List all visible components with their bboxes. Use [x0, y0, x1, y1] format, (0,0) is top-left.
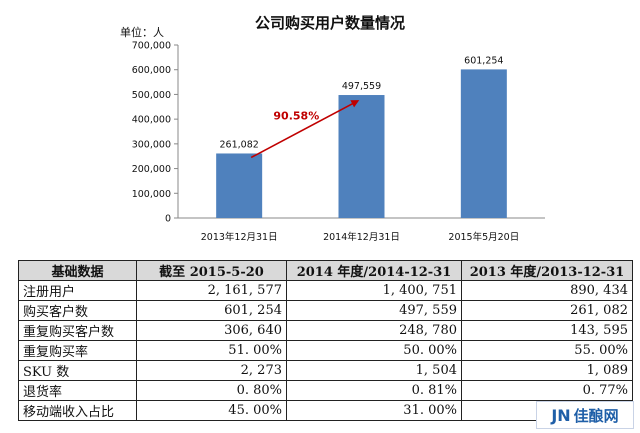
bar — [460, 69, 507, 219]
header-cell: 基础数据 — [18, 260, 137, 281]
value-cell: 31. 00% — [286, 400, 462, 421]
value-cell: 306, 640 — [136, 320, 287, 341]
value-cell: 55. 00% — [461, 340, 633, 361]
value-cell: 45. 00% — [136, 400, 287, 421]
bar — [338, 95, 385, 218]
value-cell: 0. 80% — [136, 380, 287, 401]
bar-value-label: 261,082 — [220, 139, 259, 150]
x-tick-label: 2014年12月31日 — [323, 231, 400, 243]
value-cell: 890, 434 — [461, 280, 633, 301]
header-cell: 2014 年度/2014-12-31 — [286, 260, 462, 281]
value-cell: 261, 082 — [461, 300, 633, 321]
y-tick-label: 0 — [165, 214, 171, 225]
bar-value-label: 497,559 — [342, 81, 381, 92]
y-tick-label: 500,000 — [132, 90, 171, 101]
chart-axes: 0 100,000 200,000 300,000 400,000 500,000 600,… — [132, 41, 545, 243]
y-tick-label: 100,000 — [132, 189, 171, 200]
header-cell: 截至 2015-5-20 — [136, 260, 287, 281]
value-cell: 143, 595 — [461, 320, 633, 341]
y-tick-label: 300,000 — [132, 139, 171, 150]
value-cell: 497, 559 — [286, 300, 462, 321]
value-cell: 51. 00% — [136, 340, 287, 361]
table-row: 重复购买客户数 306, 640 248, 780 143, 595 — [18, 320, 633, 341]
growth-percentage-label: 90.58% — [273, 109, 319, 122]
value-cell: 0. 81% — [286, 380, 462, 401]
x-tick-label: 2013年12月31日 — [201, 231, 278, 243]
unit-label: 单位：人 — [120, 25, 164, 39]
table-row: 重复购买率 51. 00% 50. 00% 55. 00% — [18, 340, 633, 361]
y-tick-label: 200,000 — [132, 164, 171, 175]
value-cell: 2, 161, 577 — [136, 280, 287, 301]
bar — [216, 153, 263, 218]
y-tick-label: 400,000 — [132, 115, 171, 126]
value-cell: 1, 089 — [461, 360, 633, 381]
value-cell: 248, 780 — [286, 320, 462, 341]
bar-chart: 公司购买用户数量情况 单位：人 0 100,000 200,000 300,000 40… — [120, 14, 545, 243]
row-label-cell: 移动端收入占比 — [18, 400, 137, 421]
watermark-text: 佳酿网 — [573, 406, 619, 425]
value-cell: 50. 00% — [286, 340, 462, 361]
row-label-cell: 重复购买率 — [18, 340, 137, 361]
row-label-cell: 退货率 — [18, 380, 137, 401]
chart-bars: 261,082 497,559 601,254 — [216, 55, 507, 219]
table-body: 注册用户 2, 161, 577 1, 400, 751 890, 434 购买客户数 6… — [18, 280, 633, 421]
y-tick-label: 600,000 — [132, 65, 171, 76]
table-row: 注册用户 2, 161, 577 1, 400, 751 890, 434 — [18, 280, 633, 301]
row-label-cell: SKU 数 — [18, 360, 137, 381]
growth-annotation: 90.58% — [250, 100, 360, 159]
table-row: 退货率 0. 80% 0. 81% 0. 77% — [18, 380, 633, 401]
value-cell: 0. 77% — [461, 380, 633, 401]
watermark-logo: JN 佳酿网 — [536, 401, 634, 429]
basic-data-table: 基础数据 截至 2015-5-20 2014 年度/2014-12-31 201… — [18, 260, 633, 421]
table-header-row: 基础数据 截至 2015-5-20 2014 年度/2014-12-31 201… — [18, 260, 633, 281]
bar-value-label: 601,254 — [464, 55, 503, 66]
value-cell: 1, 504 — [286, 360, 462, 381]
table-row: 购买客户数 601, 254 497, 559 261, 082 — [18, 300, 633, 321]
value-cell: 2, 273 — [136, 360, 287, 381]
y-tick-label: 700,000 — [132, 41, 171, 52]
chart-title: 公司购买用户数量情况 — [255, 14, 405, 32]
value-cell: 601, 254 — [136, 300, 287, 321]
growth-arrow — [250, 100, 360, 159]
row-label-cell: 注册用户 — [18, 280, 137, 301]
row-label-cell: 重复购买客户数 — [18, 320, 137, 341]
header-cell: 2013 年度/2013-12-31 — [461, 260, 633, 281]
watermark-mark: JN — [551, 405, 571, 425]
x-tick-label: 2015年5月20日 — [448, 231, 519, 243]
row-label-cell: 购买客户数 — [18, 300, 137, 321]
value-cell: 1, 400, 751 — [286, 280, 462, 301]
table-row: SKU 数 2, 273 1, 504 1, 089 — [18, 360, 633, 381]
